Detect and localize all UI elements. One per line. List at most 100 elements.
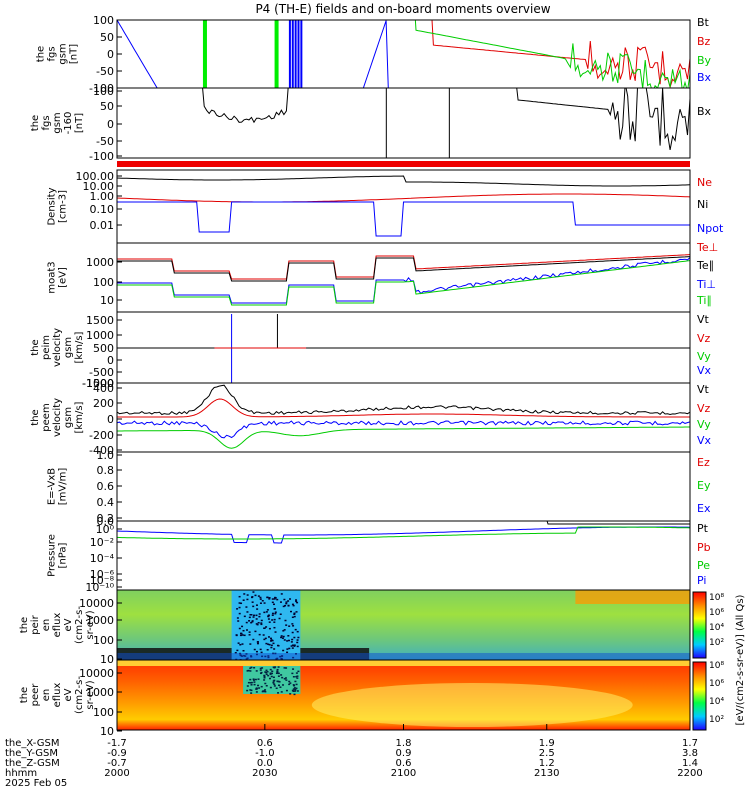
spectrogram-pixel [295, 600, 298, 603]
spectrogram-pixel [271, 601, 274, 604]
y-axis-label: the [30, 409, 41, 425]
spectrogram-pixel [268, 677, 271, 680]
legend-entry: Vy [697, 350, 711, 363]
spectrogram-pixel [289, 693, 292, 695]
y-axis-label: gsm [63, 407, 74, 428]
spectrogram-pixel [237, 642, 240, 644]
tick-label: 0.4 [97, 496, 115, 509]
time-axis: the_X-GSM -1.7 0.6 1.8 1.9 1.7 the_Y-GSM -0.9 -1… [5, 724, 703, 789]
spectrogram-pixel [287, 600, 290, 602]
tick-label: -1000 [82, 377, 114, 390]
bar-mark [288, 20, 291, 88]
spectrogram-pixel [279, 601, 282, 603]
series-line-pi [117, 526, 690, 544]
tick-label: 10⁻¹⁰ [85, 581, 114, 594]
spectrogram-pixel [268, 627, 271, 630]
spectrogram-pixel [258, 633, 261, 636]
spectrogram-pixel [293, 684, 296, 687]
colorbar-electron [692, 661, 707, 731]
tick-label: 1000 [86, 329, 114, 342]
spectrogram-pixel [240, 602, 243, 605]
spectrogram-pixel [261, 690, 264, 693]
y-axis-label: moat3 [47, 261, 58, 293]
spectrogram-pixel [285, 602, 288, 605]
panel-frame [116, 87, 691, 159]
series-line-ti-perp [117, 257, 690, 304]
spectrogram-pixel [246, 685, 249, 687]
spectrogram-pixel [274, 597, 277, 599]
spectrogram-pixel [251, 621, 254, 623]
legend-entry: Pb [697, 541, 711, 554]
spectrogram-pixel [260, 622, 263, 624]
y-axis-label: fgs [47, 46, 58, 61]
spectrogram-pixel [274, 611, 277, 613]
panel-4: moat3 [eV] 1000 100 10 Te⊥ Te∥ Ti⊥ Ti∥ [47, 241, 718, 313]
spectrogram-pixel [284, 677, 287, 679]
tick-label: -200 [89, 429, 114, 442]
y-axis-label: eV [63, 618, 74, 631]
spectrogram-pixel [296, 641, 299, 644]
legend-entry: Vz [697, 402, 711, 415]
tick-label: 10000 [79, 597, 114, 610]
spectrogram-pixel [234, 652, 237, 654]
spectrogram-pixel [272, 682, 275, 684]
spectrogram-pixel [293, 612, 296, 615]
spectrogram-pixel [273, 618, 276, 621]
spectrogram-pixel [266, 649, 269, 651]
y-axis-label: E=-VxB [47, 468, 58, 505]
spectrogram-pixel [253, 683, 256, 686]
spectrogram-pixel [258, 687, 261, 689]
y-axis-label: [mV/m] [58, 468, 69, 506]
spectrogram-pixel [292, 625, 295, 627]
tick-label: 10 [100, 294, 114, 307]
legend-entry: Te∥ [696, 259, 714, 272]
spectrogram-pixel [293, 613, 296, 616]
bar-mark [274, 20, 279, 88]
spectrogram-pixel [294, 690, 297, 692]
spectrogram-pixel [248, 634, 251, 636]
spectrogram-pixel [294, 688, 297, 691]
spectrogram-pixel [242, 649, 245, 652]
time-axis-row-label: hhmm [5, 768, 37, 779]
spectrogram-pixel [282, 635, 285, 638]
spectrogram-pixel [293, 693, 296, 696]
spectrogram-pixel [274, 631, 277, 633]
y-axis-label: sr-eV) [85, 680, 96, 709]
spectrogram-pixel [293, 615, 296, 618]
panel-9: the peir en eflux eV (cm2-s-sr-eV)10000 1000 10… [19, 589, 691, 666]
spectrogram-pixel [282, 605, 285, 608]
tick-label: -500 [89, 366, 114, 379]
y-axis-label: eflux [52, 683, 63, 708]
time-axis-value: 1.9 [539, 738, 555, 749]
colorbar: 10⁸ 10⁶ 10⁴ 10² 10⁸ 10⁶ 10⁴ 10² [eV/(cm2-s-sr-eV… [692, 591, 746, 731]
spectrogram-pixel [285, 689, 288, 692]
spectrogram-cold-region [231, 590, 301, 660]
colorbar-tick: 10⁴ [709, 623, 724, 633]
spectrogram-pixel [288, 680, 291, 683]
spectrogram-pixel [267, 674, 270, 677]
spectrogram-yellow-region [311, 683, 633, 727]
spectrogram-pixel [254, 630, 257, 633]
y-axis-label: [nPa] [58, 542, 69, 568]
spectrogram-pixel [260, 685, 263, 688]
spectrogram-pixel [254, 678, 257, 681]
series-line-vz [117, 398, 690, 418]
spectrogram-pixel [280, 691, 283, 693]
y-axis-label: gsm [52, 112, 63, 133]
bar-mark [300, 20, 303, 88]
legend-entry: Bt [697, 16, 710, 29]
legend-entry: Bx [697, 105, 712, 118]
tick-label: -1500 [82, 377, 114, 390]
legend-entry: Vt [697, 383, 710, 396]
y-axis-label: sr-eV) [85, 610, 96, 639]
spectrogram-pixel [263, 674, 266, 677]
spectrogram-pixel [290, 645, 293, 647]
spectrogram-pixel [288, 625, 291, 627]
panel-frame [116, 382, 691, 453]
spectrogram-pixel [263, 602, 266, 604]
spectrogram-pixel [271, 612, 274, 615]
spectrogram-pixel [286, 651, 289, 654]
colorbar-tick: 10² [709, 715, 724, 725]
spectrogram-pixel [291, 623, 294, 625]
